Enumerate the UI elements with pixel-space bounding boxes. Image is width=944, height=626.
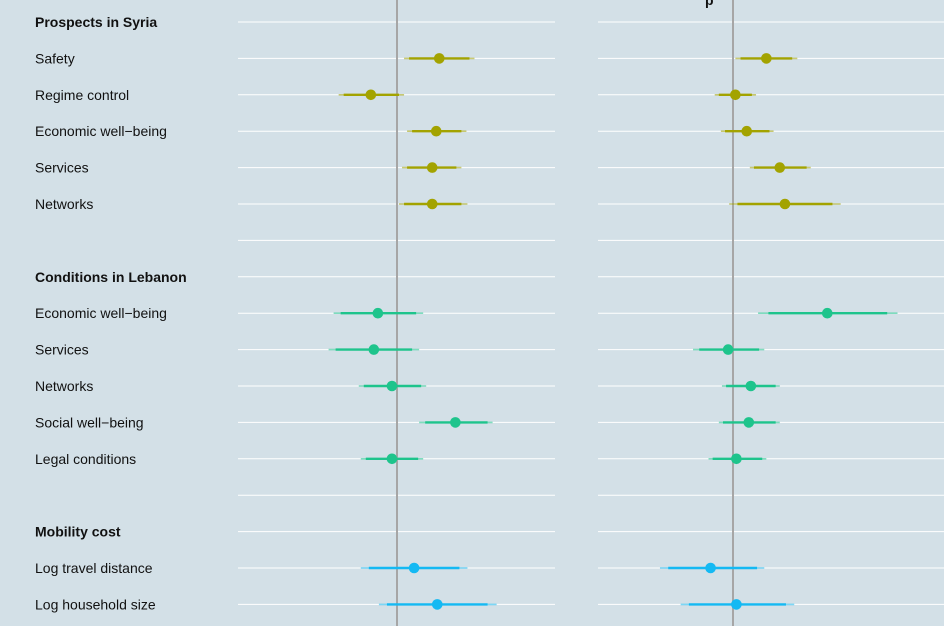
estimate-point — [821, 307, 833, 319]
row-label: Safety — [35, 50, 75, 66]
row-label: Economic well−being — [35, 305, 167, 321]
estimate-point — [761, 53, 772, 64]
row-label: Social well−being — [35, 414, 144, 430]
row-label: Economic well−being — [35, 123, 167, 139]
panel-titles: p — [705, 0, 714, 8]
row-label: Log household size — [35, 596, 156, 612]
row-labels: Prospects in Syria Safety Regime control Ec… — [35, 14, 187, 612]
estimate-point — [426, 198, 438, 210]
estimate-point — [368, 344, 380, 355]
estimate-point — [779, 198, 791, 210]
estimate-point — [745, 380, 757, 392]
group-header: Conditions in Lebanon — [35, 269, 187, 285]
estimate-point — [450, 417, 461, 428]
estimate-point — [705, 562, 716, 574]
estimate-point — [430, 125, 442, 137]
estimate-point — [741, 125, 753, 137]
estimate-point — [433, 53, 445, 64]
estimate-point — [426, 162, 438, 173]
panel-title: p — [705, 0, 714, 8]
group-header: Mobility cost — [35, 524, 121, 540]
row-label: Legal conditions — [35, 451, 136, 467]
row-label: Services — [35, 342, 89, 358]
row-label: Log travel distance — [35, 560, 153, 576]
estimate-point — [743, 417, 755, 428]
estimate-point — [730, 89, 741, 101]
row-label: Regime control — [35, 87, 129, 103]
estimate-point — [774, 162, 786, 173]
row-label: Services — [35, 160, 89, 176]
estimate-point — [722, 344, 734, 355]
estimate-point — [386, 380, 398, 392]
estimate-point — [731, 453, 742, 465]
estimate-point — [731, 599, 742, 610]
estimate-point — [386, 453, 398, 465]
estimate-marks — [328, 53, 898, 610]
group-header: Prospects in Syria — [35, 14, 157, 30]
estimate-point — [431, 599, 443, 610]
estimate-point — [408, 562, 420, 574]
estimate-point — [365, 89, 377, 101]
row-label: Networks — [35, 196, 93, 212]
estimate-point — [372, 307, 384, 319]
row-label: Networks — [35, 378, 93, 394]
